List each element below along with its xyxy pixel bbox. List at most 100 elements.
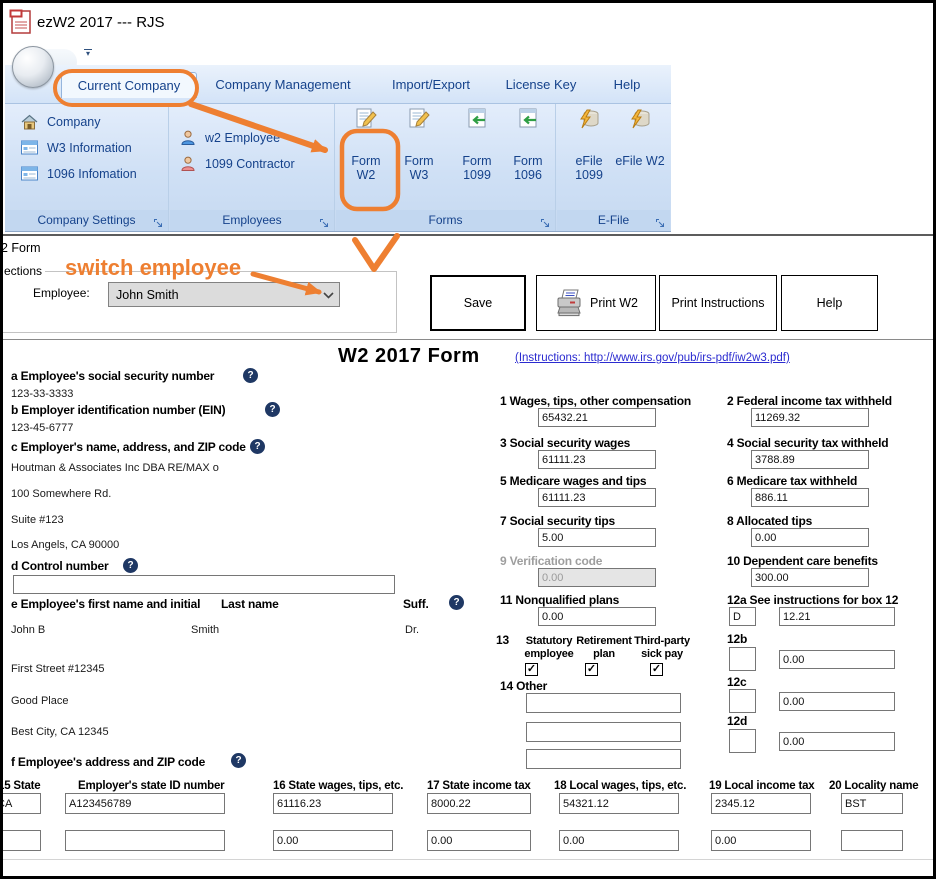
help-icon[interactable]: ? — [449, 595, 464, 610]
help-icon[interactable]: ? — [265, 402, 280, 417]
help-icon[interactable]: ? — [250, 439, 265, 454]
ribbon-item-1099-contractor[interactable]: 1099 Contractor — [180, 156, 295, 172]
state-row2-wages-input[interactable] — [273, 830, 393, 851]
box7-input[interactable] — [538, 528, 656, 547]
box3-input[interactable] — [538, 450, 656, 469]
box4-input[interactable] — [751, 450, 869, 469]
save-button[interactable]: Save — [430, 275, 526, 331]
ribbon-button-label: eFile 1099 — [575, 154, 603, 182]
state-row1-tax-input[interactable] — [427, 793, 531, 814]
employer-city-line: Los Angels, CA 90000 — [11, 539, 120, 551]
help-icon[interactable]: ? — [123, 558, 138, 573]
state-row1-wages-input[interactable] — [273, 793, 393, 814]
tab-license-key[interactable]: License Key — [505, 77, 577, 92]
dialog-launcher-icon[interactable] — [655, 216, 666, 227]
ribbon-button-form-1099[interactable]: Form 1099 — [452, 108, 502, 208]
tab-company-management[interactable]: Company Management — [215, 77, 351, 92]
state-row1-id-input[interactable] — [65, 793, 225, 814]
box12c-amount-input[interactable] — [779, 692, 895, 711]
box1-input[interactable] — [538, 408, 656, 427]
form-icon — [21, 166, 38, 181]
print-instructions-button[interactable]: Print Instructions — [659, 275, 777, 331]
dialog-launcher-icon[interactable] — [319, 216, 330, 227]
local-row2-tax-input[interactable] — [711, 830, 811, 851]
box12a-amount-input[interactable] — [779, 607, 895, 626]
box12b-label: 12b — [727, 632, 748, 646]
import-form-icon — [468, 108, 486, 128]
instructions-link[interactable]: (Instructions: http://www.irs.gov/pub/ir… — [515, 352, 790, 364]
ribbon-item-company[interactable]: Company — [21, 114, 101, 130]
field-b-label: b Employer identification number (EIN) — [11, 403, 226, 417]
third-party-sick-pay-checkbox[interactable] — [650, 663, 663, 676]
box12c-code-input[interactable] — [729, 689, 756, 713]
local-row1-wages-input[interactable] — [559, 793, 679, 814]
box12a-code-input[interactable] — [729, 607, 756, 626]
box12d-amount-input[interactable] — [779, 732, 895, 751]
box12b-amount-input[interactable] — [779, 650, 895, 669]
ribbon-item-label: W3 Information — [47, 140, 132, 155]
group-caption: Company Settings — [5, 210, 168, 231]
box6-label: 6 Medicare tax withheld — [727, 474, 858, 488]
statutory-employee-checkbox[interactable] — [525, 663, 538, 676]
box5-input[interactable] — [538, 488, 656, 507]
ribbon-item-1096-infomation[interactable]: 1096 Infomation — [21, 166, 137, 181]
employer-address-line: Suite #123 — [11, 514, 64, 526]
box12b-code-input[interactable] — [729, 647, 756, 671]
print-w2-button[interactable]: Print W2 — [536, 275, 656, 331]
quick-access-toolbar-arrow[interactable]: ▾ — [84, 49, 92, 58]
employer-address-line: 100 Somewhere Rd. — [11, 488, 112, 500]
ribbon-button-efile-w2[interactable]: eFile W2 — [615, 108, 665, 208]
ribbon-button-form-1096[interactable]: Form 1096 — [503, 108, 553, 208]
locality-row2-input[interactable] — [841, 830, 903, 851]
locality-row1-input[interactable] — [841, 793, 903, 814]
box2-label: 2 Federal income tax withheld — [727, 394, 892, 408]
dialog-launcher-icon[interactable] — [540, 216, 551, 227]
control-number-input[interactable] — [13, 575, 395, 594]
ribbon-button-efile-1099[interactable]: eFile 1099 — [564, 108, 614, 208]
employee-city-line: Best City, CA 12345 — [11, 726, 109, 738]
tab-help[interactable]: Help — [613, 77, 641, 92]
state-row2-state-input[interactable] — [3, 830, 41, 851]
state-row1-state-input[interactable] — [3, 793, 41, 814]
ribbon-item-w3-information[interactable]: W3 Information — [21, 140, 132, 155]
box10-input[interactable] — [751, 568, 869, 587]
ribbon-button-form-w2[interactable]: Form W2 — [341, 108, 391, 208]
box13-number: 13 — [496, 633, 509, 647]
help-button[interactable]: Help — [781, 275, 878, 331]
house-icon — [21, 114, 38, 130]
tab-current-company[interactable]: Current Company — [61, 72, 197, 98]
employee-dropdown[interactable]: John Smith — [108, 282, 340, 307]
printer-icon — [557, 289, 581, 317]
field-d-label: d Control number — [11, 559, 109, 573]
employee-address-line: Good Place — [11, 695, 69, 707]
selections-groupbox-label: ections — [3, 264, 46, 278]
box14-input-1[interactable] — [526, 693, 681, 713]
ribbon-button-label: Form W3 — [404, 154, 434, 182]
box2-input[interactable] — [751, 408, 869, 427]
box6-input[interactable] — [751, 488, 869, 507]
state-row2-id-input[interactable] — [65, 830, 225, 851]
employee-last-name: Smith — [191, 624, 220, 636]
help-icon[interactable]: ? — [243, 368, 258, 383]
help-icon[interactable]: ? — [231, 753, 246, 768]
box13-col2-label-line2: plan — [593, 648, 615, 660]
box9-label: 9 Verification code — [500, 554, 603, 568]
application-orb-button[interactable] — [12, 46, 54, 88]
ribbon-item-w2-employee[interactable]: w2 Employee — [180, 130, 280, 146]
state-row2-tax-input[interactable] — [427, 830, 531, 851]
field-c-label: c Employer's name, address, and ZIP code — [11, 440, 246, 454]
local-row2-wages-input[interactable] — [559, 830, 679, 851]
ribbon-button-form-w3[interactable]: Form W3 — [394, 108, 444, 208]
ribbon-button-label: eFile W2 — [615, 154, 665, 168]
retirement-plan-checkbox[interactable] — [585, 663, 598, 676]
group-caption: Employees — [170, 210, 334, 231]
box8-input[interactable] — [751, 528, 869, 547]
box14-input-3[interactable] — [526, 749, 681, 769]
local-row1-tax-input[interactable] — [711, 793, 811, 814]
group-caption: E-File — [557, 210, 670, 231]
box11-input[interactable] — [538, 607, 656, 626]
box14-input-2[interactable] — [526, 722, 681, 742]
tab-import-export[interactable]: Import/Export — [391, 77, 471, 92]
box12d-code-input[interactable] — [729, 729, 756, 753]
dialog-launcher-icon[interactable] — [153, 216, 164, 227]
